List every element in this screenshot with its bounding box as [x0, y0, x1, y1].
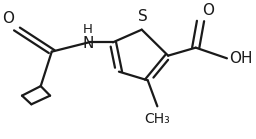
Text: S: S	[138, 9, 148, 24]
Text: N: N	[82, 36, 93, 51]
Text: O: O	[202, 3, 214, 18]
Text: OH: OH	[229, 51, 253, 66]
Text: O: O	[3, 11, 15, 26]
Text: CH₃: CH₃	[144, 112, 170, 126]
Text: H: H	[83, 23, 93, 36]
